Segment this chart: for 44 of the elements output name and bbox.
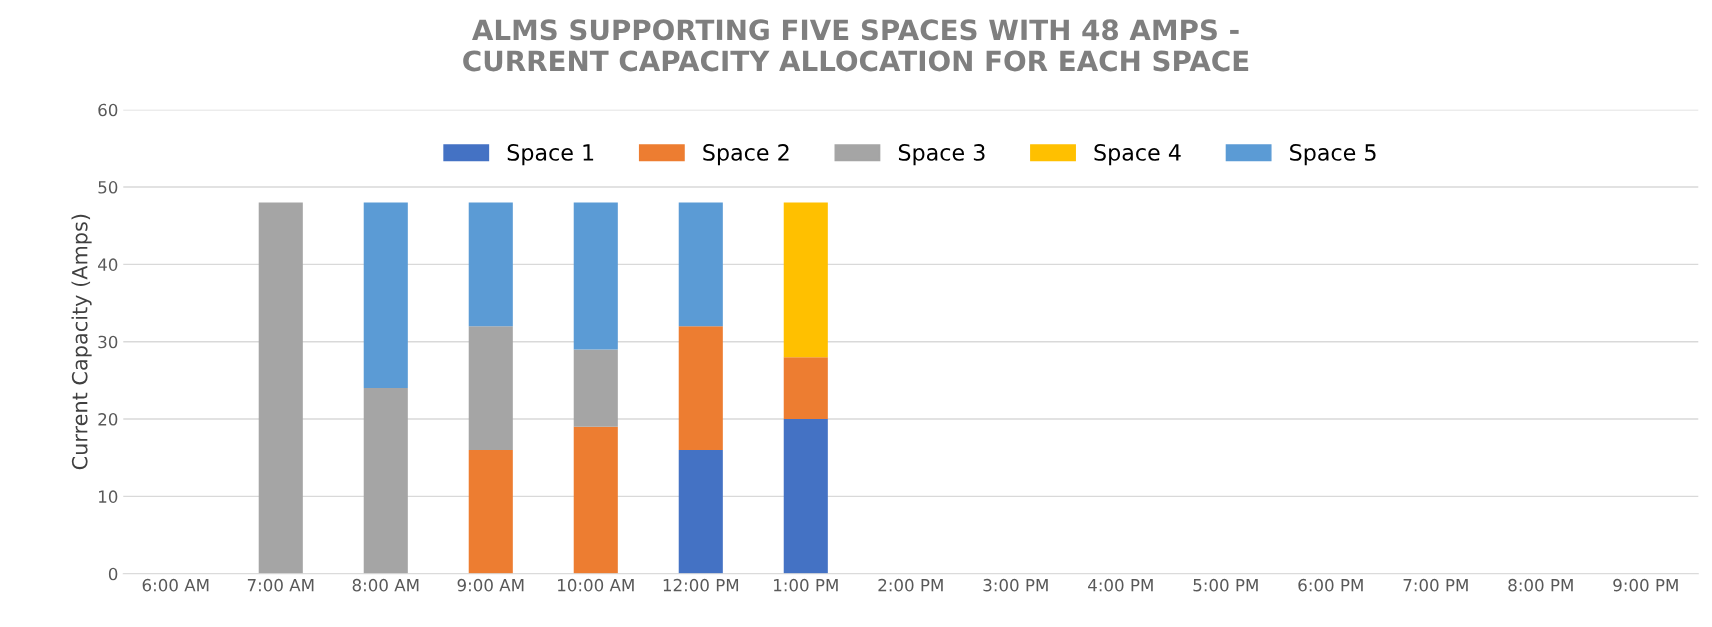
y-tick-label: 60 (98, 103, 118, 117)
x-tick-label: 6:00 AM (142, 578, 209, 592)
bar (783, 357, 828, 420)
bar (468, 202, 513, 327)
bar (468, 326, 513, 450)
y-axis-title: Current Capacity (Amps) (71, 214, 92, 470)
legend-label: Space 1 (507, 144, 594, 166)
y-tick-label: 50 (98, 181, 118, 194)
x-tick-label: 10:00 AM (558, 578, 634, 592)
bar (468, 449, 513, 574)
bar (783, 202, 828, 358)
legend-label: Space 5 (1290, 144, 1376, 166)
x-tick-label: 7:00 PM (1403, 578, 1468, 592)
bar (573, 349, 618, 427)
y-tick-label: 30 (98, 335, 118, 349)
y-tick-label: 10 (99, 490, 118, 503)
bar (573, 426, 618, 574)
x-tick-label: 2:00 PM (878, 578, 943, 592)
x-tick-label: 4:00 PM (1088, 578, 1153, 592)
bar (678, 449, 723, 574)
x-tick-label: 6:00 PM (1298, 578, 1363, 592)
bar (258, 202, 303, 574)
legend-label: Space 2 (703, 144, 789, 166)
x-tick-label: 8:00 PM (1508, 578, 1573, 592)
legend-label: Space 3 (898, 144, 985, 166)
x-tick-label: 5:00 PM (1193, 578, 1258, 592)
bar (678, 202, 723, 327)
x-tick-label: 3:00 PM (983, 578, 1048, 592)
x-tick-label: 8:00 AM (352, 578, 419, 592)
bar (783, 419, 828, 574)
bar (573, 202, 618, 350)
x-tick-label: 9:00 PM (1613, 578, 1678, 592)
chart-title: ALMS SUPPORTING FIVE SPACES WITH 48 AMPS - CURRENT CAPACITY ALLOCATION FOR EACH SPACE (463, 19, 1249, 72)
bar (363, 202, 408, 389)
bar (363, 388, 408, 574)
x-tick-label: 12:00 PM (663, 578, 739, 592)
x-tick-label: 1:00 PM (774, 578, 838, 592)
x-tick-label: 9:00 AM (457, 578, 524, 592)
y-tick-label: 20 (98, 413, 118, 426)
y-tick-label: 0 (108, 567, 118, 581)
legend-label: Space 4 (1094, 144, 1181, 166)
bar (678, 326, 723, 450)
x-tick-label: 7:00 AM (247, 578, 314, 592)
y-tick-label: 40 (98, 258, 118, 271)
